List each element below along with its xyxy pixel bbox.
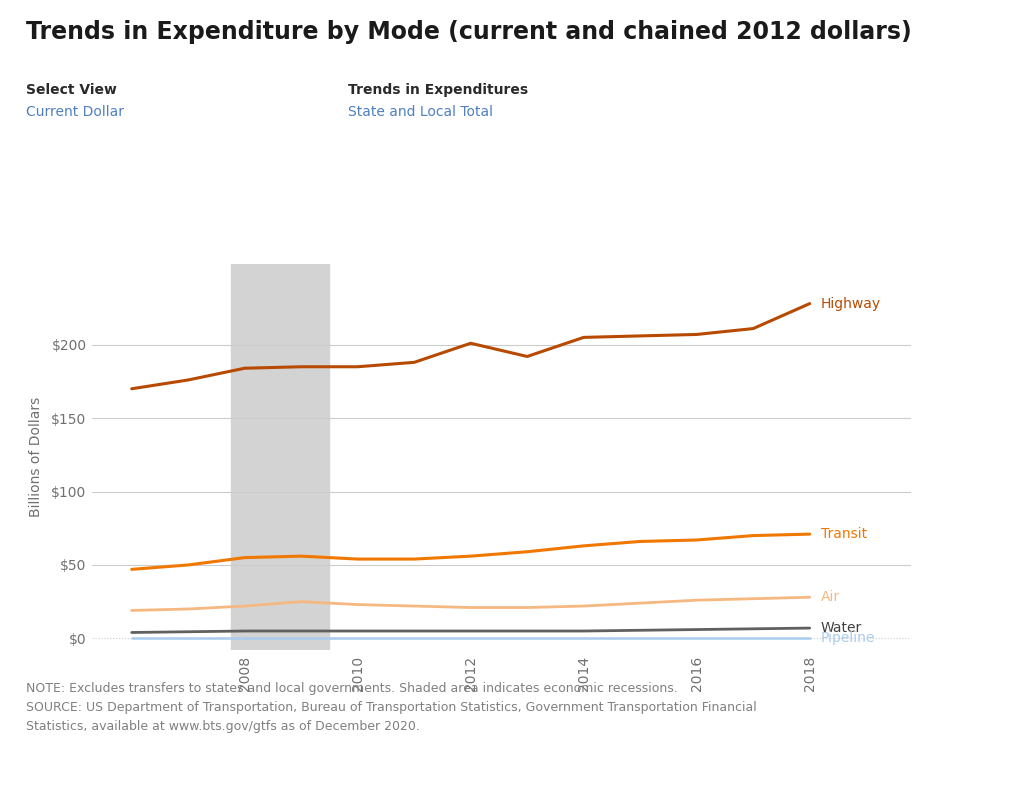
Y-axis label: Billions of Dollars: Billions of Dollars xyxy=(29,397,43,517)
Text: Current Dollar: Current Dollar xyxy=(26,105,124,119)
Bar xyxy=(230,264,330,650)
Text: State and Local Total: State and Local Total xyxy=(348,105,494,119)
Text: Select View: Select View xyxy=(26,83,117,97)
Text: Pipeline: Pipeline xyxy=(821,631,876,645)
Text: Highway: Highway xyxy=(821,296,881,310)
Text: NOTE: Excludes transfers to states and local governments. Shaded area indicates : NOTE: Excludes transfers to states and l… xyxy=(26,682,757,733)
Text: Trends in Expenditure by Mode (current and chained 2012 dollars): Trends in Expenditure by Mode (current a… xyxy=(26,20,911,43)
Text: Water: Water xyxy=(821,621,862,635)
Text: Transit: Transit xyxy=(821,527,867,541)
Text: Air: Air xyxy=(821,590,840,604)
Text: Trends in Expenditures: Trends in Expenditures xyxy=(348,83,528,97)
